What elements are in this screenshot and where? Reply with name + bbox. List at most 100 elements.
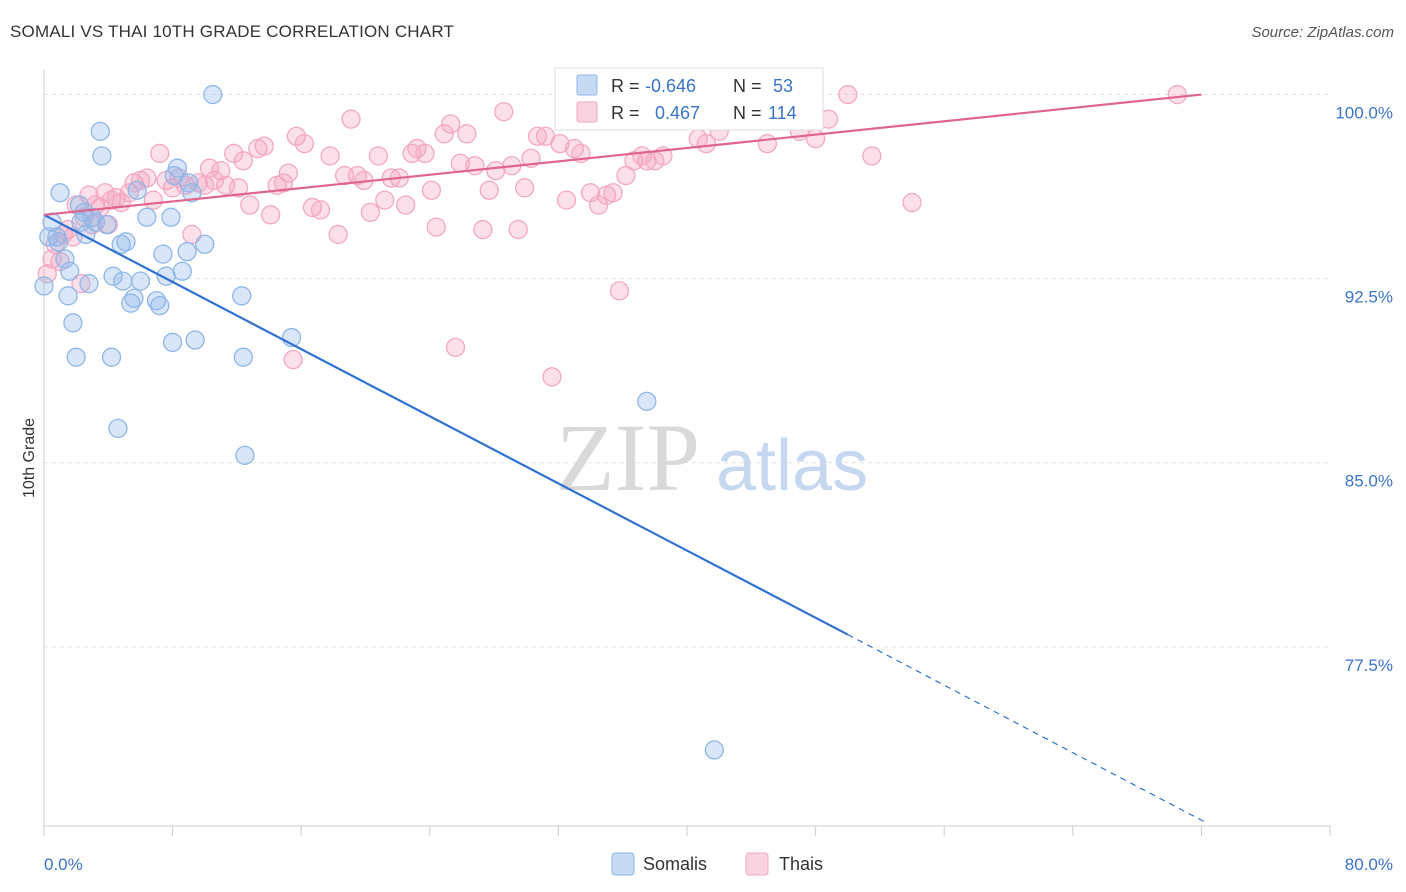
legend-somali-n-label: N =: [733, 76, 762, 96]
somali-trend-extension: [847, 634, 1209, 825]
thai-point-82: [527, 126, 548, 146]
thai-trend-line: [43, 93, 1202, 216]
thai-point-68: [434, 124, 454, 144]
y-tick-label-0: 100.0%: [1335, 104, 1393, 123]
thai-point-59: [375, 190, 395, 210]
thai-point-32: [199, 158, 220, 178]
thai-point-116: [1167, 84, 1187, 105]
thai-point-38: [233, 151, 253, 171]
thai-point-47: [286, 126, 307, 146]
somali-point-38: [172, 261, 192, 281]
somali-point-8: [66, 347, 86, 367]
trend-lines: [43, 93, 1209, 825]
thai-point-90: [588, 195, 609, 215]
somali-point-35: [162, 332, 183, 353]
somali-point-19: [101, 347, 122, 367]
y-axis-label: 10th Grade: [21, 418, 38, 498]
somali-point-5: [55, 249, 75, 269]
somali-point-37: [167, 158, 188, 178]
watermark-zip: ZIP: [556, 404, 700, 511]
thai-point-84: [542, 367, 562, 387]
chart-title: SOMALI VS THAI 10TH GRADE CORRELATION CH…: [10, 22, 455, 41]
somali-point-20: [103, 266, 123, 286]
thai-point-66: [421, 180, 442, 200]
somali-point-47: [235, 445, 255, 466]
x-tick-label-1: 80.0%: [1345, 855, 1393, 874]
somali-points: [34, 84, 724, 760]
legend-bottom-somali-swatch: [611, 852, 635, 876]
somali-point-27: [127, 180, 147, 200]
chart-source: Source: ZipAtlas.com: [1251, 24, 1394, 41]
x-tick-labels: 0.0% 80.0%: [44, 855, 1393, 874]
legend-somali-r-label: R =: [611, 76, 640, 96]
legend-bottom-thai-label: Thais: [779, 854, 823, 874]
legend-thai-r-label: R =: [611, 103, 640, 123]
thai-point-69: [441, 114, 461, 134]
thai-point-73: [465, 156, 485, 176]
thai-point-108: [757, 133, 778, 154]
somali-point-17: [92, 146, 112, 166]
somali-trend-line: [43, 213, 849, 636]
thai-point-54: [341, 109, 361, 129]
legend-somali-r-value: -0.646: [645, 76, 696, 96]
thai-point-36: [224, 143, 244, 164]
thai-point-114: [862, 146, 882, 166]
somali-point-6: [58, 286, 78, 306]
somali-point-18: [97, 214, 117, 235]
thai-point-14: [95, 183, 115, 203]
y-tick-label-3: 77.5%: [1345, 656, 1393, 675]
thai-point-79: [508, 219, 528, 240]
x-tick-label-0: 0.0%: [44, 855, 83, 874]
thai-point-113: [838, 84, 858, 105]
somali-point-44: [203, 84, 223, 105]
thai-point-75: [479, 180, 499, 200]
somali-point-29: [137, 207, 157, 227]
thai-point-92: [603, 183, 623, 203]
thai-point-33: [204, 170, 225, 191]
thai-point-111: [805, 129, 826, 149]
thai-point-65: [415, 143, 435, 164]
legend-bottom: Somalis Thais: [611, 852, 823, 876]
y-tick-label-1: 92.5%: [1345, 288, 1393, 307]
legend-top-frame: [554, 67, 824, 131]
somali-point-46: [233, 347, 253, 367]
somali-point-34: [161, 207, 181, 227]
somali-point-16: [90, 121, 110, 142]
somali-point-0: [34, 276, 54, 296]
thai-point-51: [320, 146, 340, 166]
thai-point-93: [609, 281, 630, 301]
thai-point-104: [696, 133, 716, 154]
thai-point-76: [486, 160, 506, 181]
somali-point-21: [108, 418, 128, 439]
somali-point-23: [113, 271, 133, 291]
thai-point-48: [294, 133, 315, 154]
legend-thai-swatch: [576, 101, 598, 123]
legend-thai-n-label: N =: [733, 103, 762, 123]
thai-point-0: [37, 264, 57, 284]
y-tick-label-2: 85.0%: [1345, 472, 1393, 491]
thai-point-23: [143, 190, 163, 210]
somali-point-43: [195, 234, 215, 254]
thai-point-24: [150, 143, 170, 164]
thai-point-57: [360, 202, 380, 223]
legend-bottom-somali-label: Somalis: [643, 854, 707, 874]
axes: [43, 70, 1331, 836]
somali-point-42: [185, 330, 205, 350]
somali-point-49: [637, 391, 657, 412]
legend-somali-n-value: 53: [773, 76, 793, 96]
somali-point-50: [704, 740, 724, 760]
thai-point-58: [368, 146, 389, 166]
thai-point-80: [514, 178, 535, 198]
thai-point-62: [396, 195, 416, 215]
thai-point-34: [211, 160, 231, 181]
thai-point-8: [71, 273, 91, 294]
legend-thai-r-value: 0.467: [655, 103, 700, 123]
watermark: ZIP atlas: [556, 404, 868, 511]
thai-point-42: [261, 205, 281, 225]
somali-point-26: [124, 288, 144, 308]
thai-point-94: [616, 165, 636, 186]
thai-point-67: [426, 217, 446, 237]
thai-points: [37, 84, 1187, 387]
thai-point-77: [494, 102, 514, 122]
